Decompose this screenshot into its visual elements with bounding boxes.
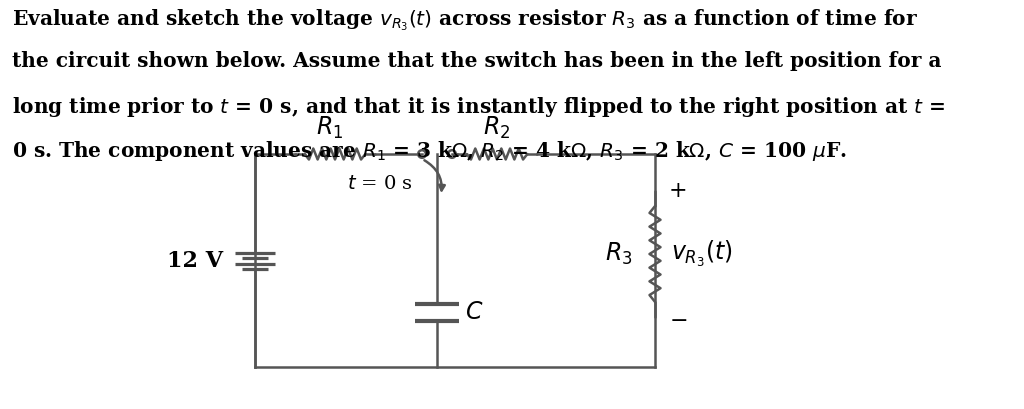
Text: $C$: $C$ [465,301,483,324]
Text: $R_1$: $R_1$ [316,115,344,141]
Text: $R_3$: $R_3$ [605,241,633,267]
Text: long time prior to $t$ = 0 s, and that it is instantly flipped to the right posi: long time prior to $t$ = 0 s, and that i… [12,95,945,119]
Text: 0 s. The component values are $R_1$ = 3 k$\Omega$, $R_2$ = 4 k$\Omega$, $R_3$ = : 0 s. The component values are $R_1$ = 3 … [12,139,847,163]
Text: the circuit shown below. Assume that the switch has been in the left position fo: the circuit shown below. Assume that the… [12,51,941,71]
Text: $-$: $-$ [669,308,687,330]
Text: Evaluate and sketch the voltage $v_{R_3}(t)$ across resistor $R_3$ as a function: Evaluate and sketch the voltage $v_{R_3}… [12,7,918,33]
Text: $R_2$: $R_2$ [483,115,511,141]
Text: $t$ = 0 s: $t$ = 0 s [347,175,413,193]
Text: $v_{R_3}(t)$: $v_{R_3}(t)$ [671,239,732,269]
Text: +: + [669,180,688,202]
Text: 12 V: 12 V [167,250,223,272]
